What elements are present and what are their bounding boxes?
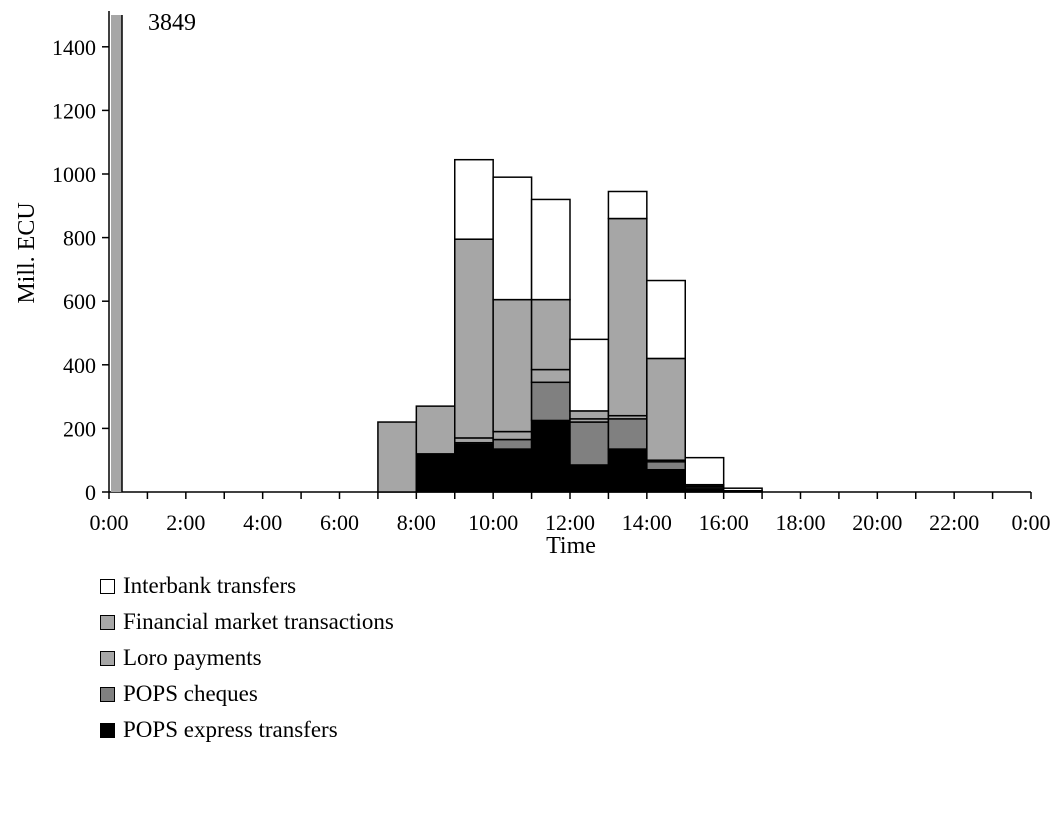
x-tick-label: 8:00 [397,510,436,535]
legend-item: Interbank transfers [100,568,394,604]
x-tick-label: 4:00 [243,510,282,535]
x-tick-label: 20:00 [852,510,902,535]
bar-segment [532,300,570,370]
bar-segment [532,382,570,420]
x-tick-label: 6:00 [320,510,359,535]
bar-segment [570,339,608,411]
legend-label: Interbank transfers [123,573,296,599]
legend-item: POPS cheques [100,676,394,712]
x-tick-label: 16:00 [699,510,749,535]
bar-segment [647,462,685,470]
bar-segment [493,177,531,299]
bar-segment [416,406,454,454]
legend-item: POPS express transfers [100,712,394,748]
bar-segment [685,458,723,485]
y-tick-label: 400 [63,353,96,378]
x-tick-label: 14:00 [622,510,672,535]
x-tick-label: 10:00 [468,510,518,535]
bar-segment [570,411,608,419]
legend-label: POPS express transfers [123,717,338,743]
x-tick-label: 0:00 [1011,510,1050,535]
bar-segment [647,281,685,359]
bar-segment [608,449,646,492]
y-axis-label: Mill. ECU [14,202,40,303]
bar-segment [532,370,570,383]
bar-segment [647,470,685,492]
legend: Interbank transfers Financial market tran… [100,568,394,748]
y-tick-label: 1400 [52,35,96,60]
legend-item: Loro payments [100,640,394,676]
bar-segment [378,422,416,492]
y-tick-label: 1200 [52,98,96,123]
bar-segment [455,160,493,240]
legend-swatch [100,723,115,738]
y-tick-label: 800 [63,226,96,251]
legend-swatch [100,687,115,702]
x-tick-label: 2:00 [166,510,205,535]
legend-item: Financial market transactions [100,604,394,640]
bar-segment [493,449,531,492]
x-axis-label: Time [546,533,596,559]
bar-segment [608,219,646,416]
legend-swatch [100,615,115,630]
bar-segment [416,454,454,492]
y-tick-label: 1000 [52,162,96,187]
bar-segment [647,358,685,460]
y-tick-label: 200 [63,416,96,441]
bar-segment [570,422,608,465]
legend-label: Financial market transactions [123,609,394,635]
x-tick-label: 12:00 [545,510,595,535]
bar-segment [455,444,493,492]
x-tick-label: 18:00 [775,510,825,535]
legend-label: Loro payments [123,645,262,671]
legend-swatch [100,651,115,666]
bar-segment [493,440,531,450]
bars [111,15,762,492]
x-tick-label: 0:00 [89,510,128,535]
bar-segment [532,420,570,492]
stacked-bar-chart: 0 200 400 600 800 1000 1200 1400 0:00 2:00 4:00 6:0… [0,0,1060,565]
bar-segment [493,300,531,432]
bar-segment [570,465,608,492]
legend-swatch [100,579,115,594]
y-tick-label: 0 [85,480,96,505]
bar-segment [608,191,646,218]
y-tick-label: 600 [63,289,96,314]
bar-segment [724,488,762,491]
bar-segment [608,419,646,449]
bar-segment [532,199,570,299]
bar-segment [455,239,493,438]
x-tick-label: 22:00 [929,510,979,535]
legend-label: POPS cheques [123,681,258,707]
bar-segment [493,432,531,440]
bar-segment [111,15,122,492]
off-scale-annotation: 3849 [148,10,196,36]
